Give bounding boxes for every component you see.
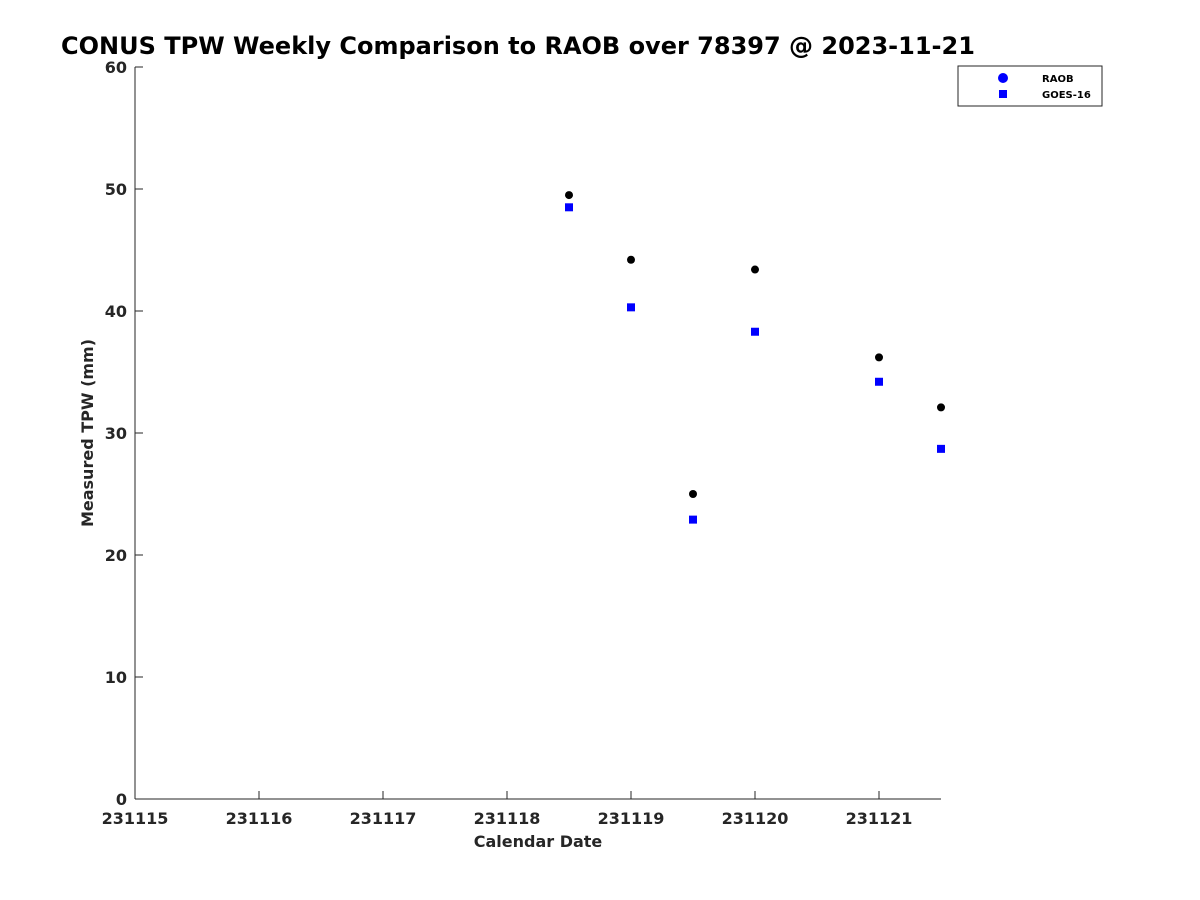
y-axis-ticks: 0 10 20 30 40 50 60 bbox=[105, 58, 143, 809]
x-tick-label: 231120 bbox=[722, 809, 789, 828]
legend-goes-16-label: GOES-16 bbox=[1042, 90, 1091, 101]
raob-point bbox=[875, 353, 883, 362]
plot-axes bbox=[134, 67, 941, 800]
goes-16-point bbox=[565, 203, 573, 212]
y-axis-label: Measured TPW (mm) bbox=[78, 339, 97, 527]
x-tick-label: 231118 bbox=[474, 809, 541, 828]
y-tick-label: 60 bbox=[105, 58, 127, 77]
x-tick-label: 231121 bbox=[846, 809, 913, 828]
goes-16-point bbox=[627, 303, 635, 312]
goes-16-point bbox=[937, 444, 945, 453]
x-axis-ticks: 231115 231116 231117 231118 231119 231120 2311… bbox=[102, 791, 913, 828]
y-tick-label: 20 bbox=[105, 546, 127, 565]
raob-point bbox=[565, 191, 573, 200]
y-tick-label: 50 bbox=[105, 180, 127, 199]
goes-16-point bbox=[875, 377, 883, 386]
raob-point bbox=[751, 265, 759, 274]
y-tick-label: 0 bbox=[116, 790, 127, 809]
raob-point bbox=[937, 403, 945, 412]
y-tick-label: 40 bbox=[105, 302, 127, 321]
goes-16-point bbox=[689, 515, 697, 524]
legend-raob-label: RAOB bbox=[1042, 74, 1074, 85]
y-tick-label: 10 bbox=[105, 668, 127, 687]
legend-goes-16-marker bbox=[999, 90, 1007, 98]
x-axis-label: Calendar Date bbox=[474, 832, 603, 851]
chart-title: CONUS TPW Weekly Comparison to RAOB over… bbox=[61, 32, 975, 60]
legend-raob-marker bbox=[998, 73, 1008, 83]
data-points bbox=[565, 191, 945, 524]
x-tick-label: 231117 bbox=[350, 809, 417, 828]
y-tick-label: 30 bbox=[105, 424, 127, 443]
x-tick-label: 231115 bbox=[102, 809, 169, 828]
raob-point bbox=[689, 490, 697, 498]
legend: RAOB GOES-16 bbox=[957, 65, 1103, 107]
x-tick-label: 231116 bbox=[226, 809, 293, 828]
legend-box bbox=[957, 65, 1103, 107]
goes-16-point bbox=[751, 327, 759, 336]
raob-point bbox=[627, 255, 635, 264]
x-tick-label: 231119 bbox=[598, 809, 665, 828]
